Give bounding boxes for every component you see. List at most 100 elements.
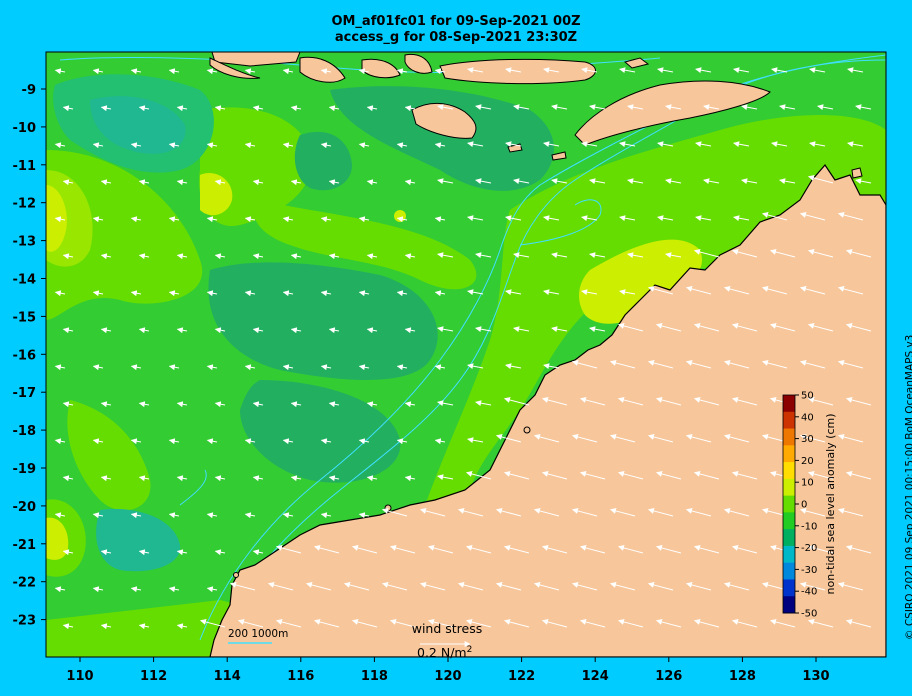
wind-arrow — [427, 545, 454, 554]
wind-arrow — [92, 364, 104, 371]
wind-arrow — [130, 438, 142, 445]
colorbar-segment — [783, 462, 795, 480]
wind-arrow — [389, 545, 416, 554]
wind-arrow — [665, 252, 682, 259]
wind-arrow — [845, 249, 872, 258]
wind-arrow — [138, 623, 150, 630]
lon-tick-label: 114 — [214, 669, 241, 684]
wind-arrow — [434, 68, 446, 75]
wind-arrow — [138, 475, 150, 482]
wind-arrow — [358, 142, 370, 149]
wind-arrow — [54, 216, 66, 223]
lat-tick-label: -22 — [13, 576, 37, 591]
wind-arrow — [282, 142, 294, 149]
wind-arrow — [206, 290, 218, 297]
wind-arrow — [513, 252, 530, 259]
wind-arrow — [138, 105, 150, 112]
wind-arrow — [282, 290, 294, 297]
wind-arrow — [396, 438, 408, 445]
wind-arrow — [581, 289, 598, 296]
wind-arrow — [693, 545, 720, 554]
wind-arrow — [685, 582, 712, 591]
wind-arrow — [366, 475, 378, 482]
wind-arrow — [655, 471, 682, 480]
wind-arrow — [665, 178, 682, 185]
wind-arrow — [244, 364, 256, 371]
wind-arrow — [513, 178, 530, 185]
wind-arrow — [252, 475, 264, 482]
wind-arrow — [475, 104, 492, 111]
colorbar-tick-label: 0 — [801, 500, 807, 511]
wind-arrow — [837, 508, 864, 517]
wind-arrow — [619, 141, 636, 148]
wind-stress-legend: wind stress 0.2 N/m2 — [412, 621, 483, 660]
wind-arrow — [467, 215, 484, 222]
colorbar-tick-label: 50 — [801, 391, 814, 402]
wind-arrow — [168, 364, 180, 371]
wind-arrow — [571, 508, 598, 517]
latitude-axis: -9 -10 -11 -12 -13 -14 -15 -16 -17 -18 -19 -20 -21 -2… — [13, 83, 46, 629]
wind-arrow — [685, 508, 712, 517]
wind-arrow — [733, 67, 750, 74]
wind-arrow — [847, 141, 864, 148]
wind-arrow — [290, 253, 302, 260]
wind-arrow — [282, 364, 294, 371]
wind-arrow — [685, 434, 712, 443]
wind-arrow — [176, 253, 188, 260]
wind-arrow — [571, 360, 598, 369]
wind-arrow — [551, 104, 568, 111]
wind-stress-arrows — [54, 67, 872, 630]
wind-arrow — [665, 104, 682, 111]
wind-arrow — [807, 471, 834, 480]
wind-arrow — [290, 179, 302, 186]
wind-arrow — [366, 179, 378, 186]
wind-arrow — [437, 474, 454, 481]
wind-arrow — [731, 471, 758, 480]
wind-arrow — [799, 582, 826, 591]
wind-arrow — [627, 178, 644, 185]
wind-arrow — [138, 327, 150, 334]
colorbar-title: non-tidal sea level anomaly (cm) — [824, 414, 837, 595]
wind-arrow — [609, 434, 636, 443]
wind-arrow — [130, 216, 142, 223]
wind-arrow — [609, 508, 636, 517]
colorbar-segment — [783, 545, 795, 564]
wind-arrow — [505, 141, 522, 148]
wind-arrow — [62, 105, 74, 112]
wind-arrow — [627, 104, 644, 111]
wind-arrow — [176, 327, 188, 334]
wind-arrow — [214, 253, 226, 260]
wind-arrow — [807, 249, 834, 258]
wind-arrow — [437, 178, 454, 185]
wind-arrow — [358, 216, 370, 223]
wind-arrow — [282, 216, 294, 223]
lat-tick-label: -10 — [13, 121, 37, 136]
wind-arrow — [845, 545, 872, 554]
wind-arrow — [100, 253, 112, 260]
colorbar-tick-label: 30 — [801, 434, 814, 445]
wind-arrow — [693, 471, 720, 480]
wind-arrow — [92, 438, 104, 445]
wind-arrow — [495, 582, 522, 591]
wind-arrow — [505, 289, 522, 296]
wind-arrow — [551, 326, 568, 333]
wind-arrow — [437, 104, 454, 111]
wind-arrow — [275, 545, 302, 554]
wind-arrow — [252, 105, 264, 112]
wind-arrow — [551, 178, 568, 185]
wind-arrow — [837, 286, 864, 295]
wind-arrow — [138, 401, 150, 408]
wind-legend-value: 0.2 N/m2 — [417, 645, 472, 660]
wind-arrow — [475, 326, 492, 333]
wind-arrow — [396, 364, 408, 371]
wind-arrow — [655, 397, 682, 406]
wind-arrow — [100, 623, 112, 630]
wind-arrow — [655, 545, 682, 554]
wind-arrow — [396, 290, 408, 297]
wind-arrow — [543, 215, 560, 222]
wind-arrow — [54, 142, 66, 149]
colorbar-segment — [783, 445, 795, 463]
wind-arrow — [366, 105, 378, 112]
wind-arrow — [100, 327, 112, 334]
wind-arrow — [214, 105, 226, 112]
